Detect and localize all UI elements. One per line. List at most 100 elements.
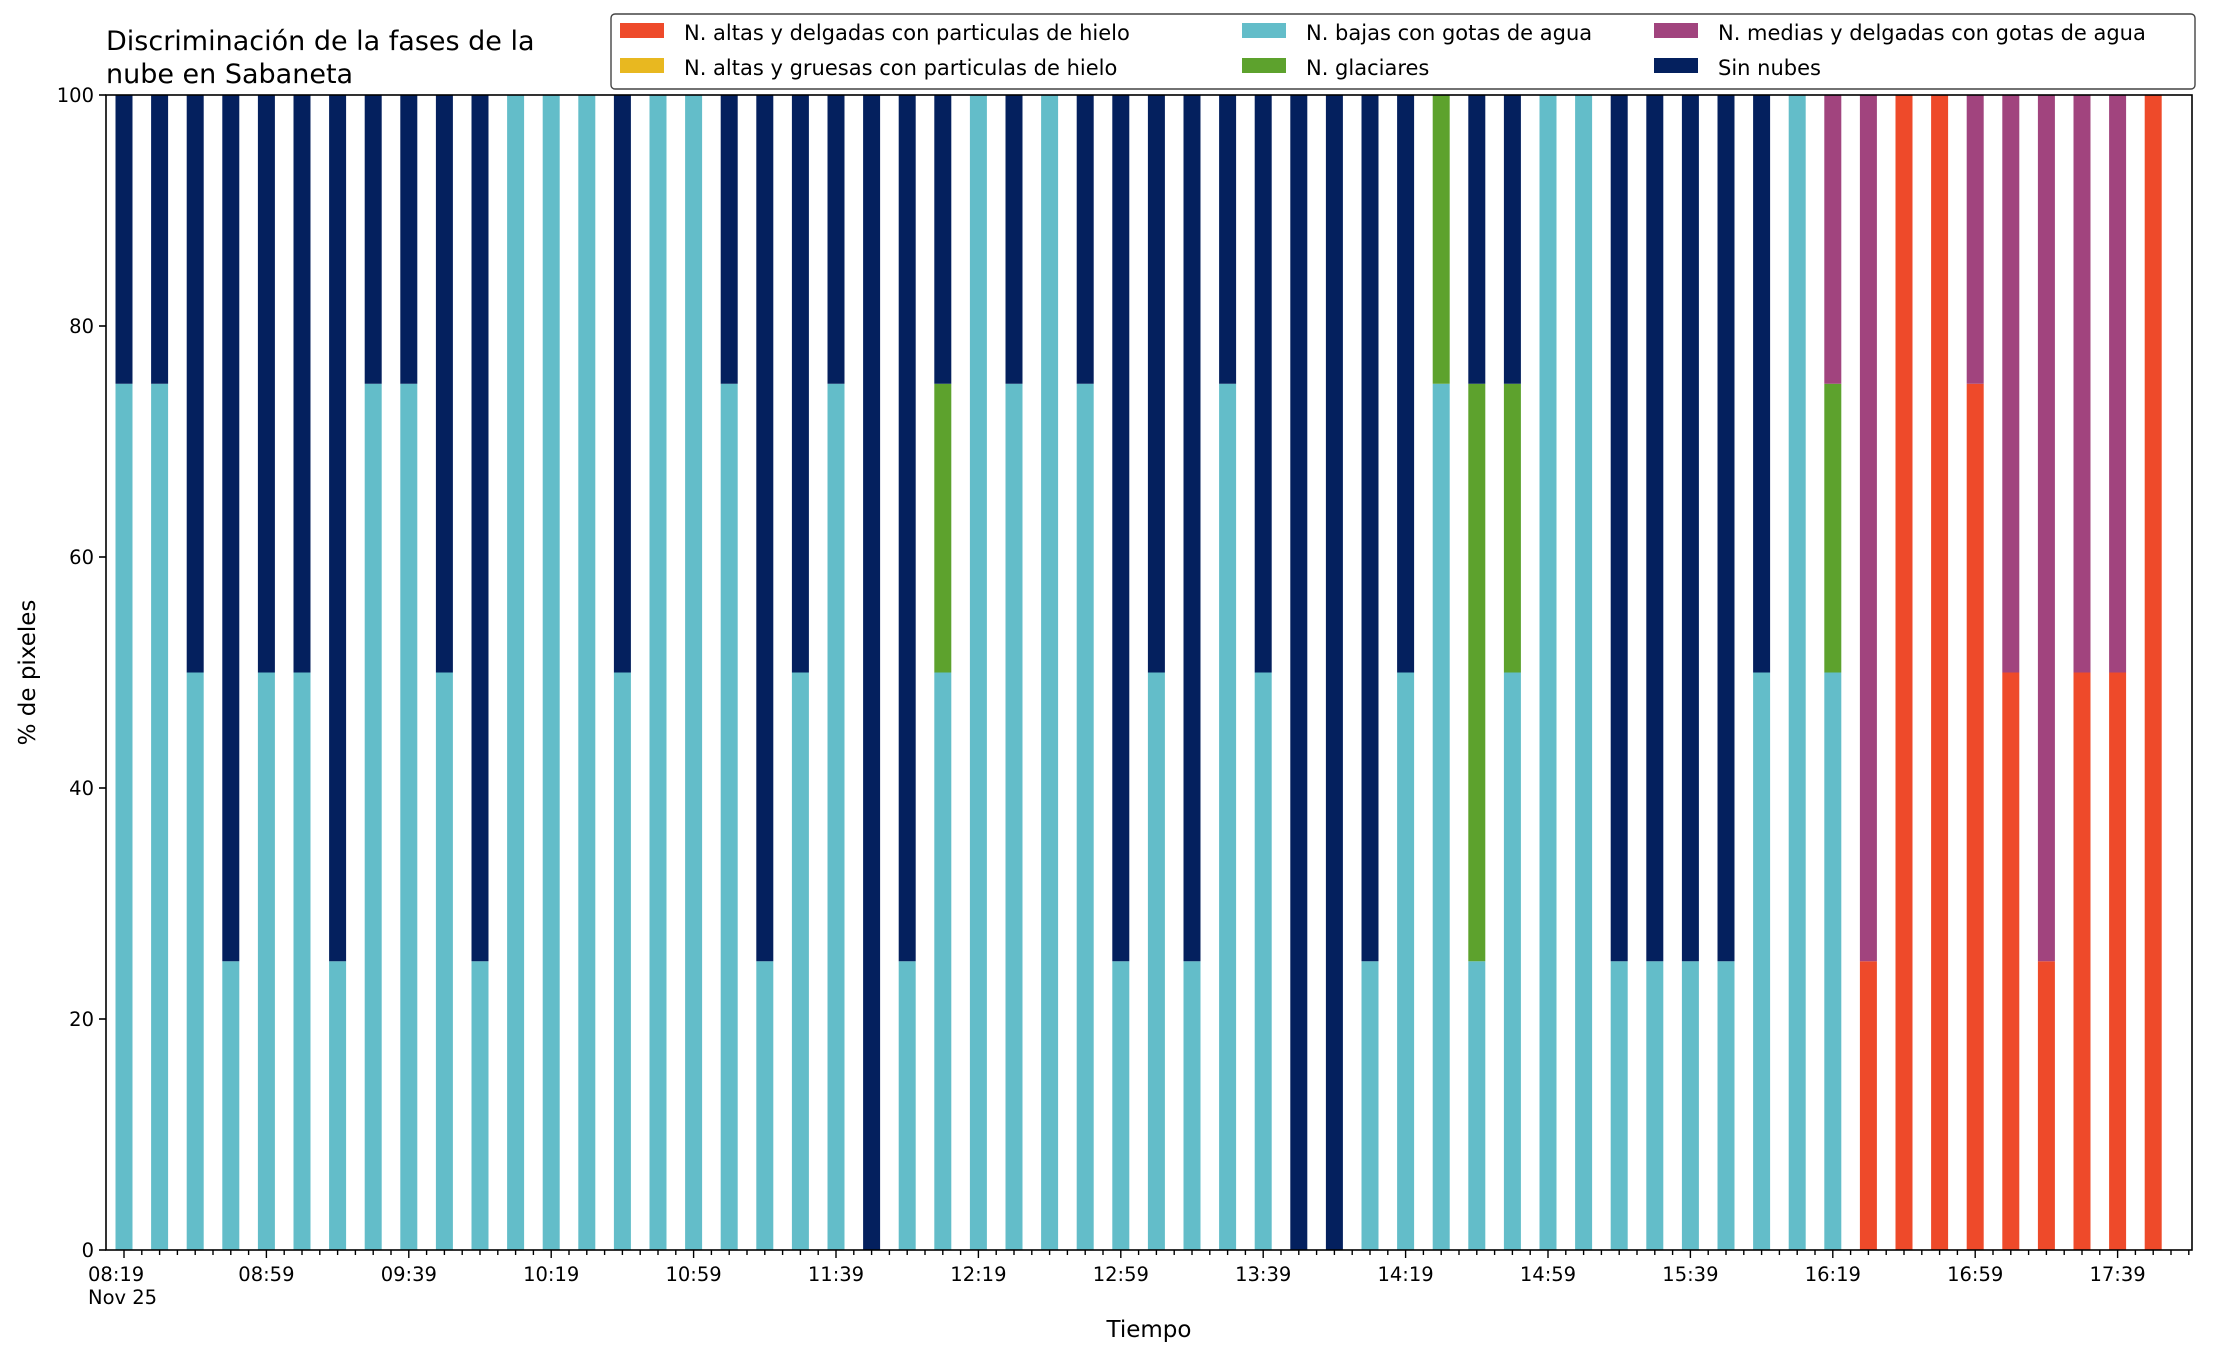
bar-segment xyxy=(1005,95,1023,384)
bar-segment xyxy=(2073,672,2091,1250)
bar-segment xyxy=(756,95,774,962)
y-tick-label: 40 xyxy=(69,777,94,800)
bar-segment xyxy=(1147,672,1165,1250)
bar-segment xyxy=(507,95,525,1250)
bar-segment xyxy=(1681,95,1699,962)
bars-layer xyxy=(115,95,2162,1250)
y-axis-label: % de pixeles xyxy=(15,600,41,746)
bar-segment xyxy=(720,383,738,1250)
bar-segment xyxy=(400,95,418,384)
bar-segment xyxy=(329,95,347,962)
y-axis: 0 20 40 60 80 100 xyxy=(57,84,106,1262)
bar-segment xyxy=(1361,95,1379,962)
bar-segment xyxy=(1219,95,1237,384)
bar-segment xyxy=(1183,95,1201,962)
x-tick-label: 14:59 xyxy=(1520,1263,1576,1286)
bar-segment xyxy=(293,672,311,1250)
bar-segment xyxy=(1503,672,1521,1250)
bar-segment xyxy=(1112,961,1130,1250)
bar-segment xyxy=(1112,95,1130,962)
bar-segment xyxy=(1859,961,1877,1250)
bar-segment xyxy=(186,95,204,673)
legend-swatch xyxy=(620,23,664,38)
x-tick-label: 12:19 xyxy=(950,1263,1006,1286)
legend-swatch xyxy=(620,58,664,73)
x-tick-label: 16:59 xyxy=(1947,1263,2003,1286)
bar-segment xyxy=(257,95,275,673)
x-tick-label: 08:19 Nov 25 xyxy=(88,1263,157,1309)
bar-segment xyxy=(1966,383,1984,1250)
x-tick-label: 13:39 xyxy=(1235,1263,1291,1286)
bar-segment xyxy=(1717,961,1735,1250)
chart-title: Discriminación de la fases de la nube en … xyxy=(106,26,535,90)
bar-segment xyxy=(222,961,240,1250)
bar-segment xyxy=(1717,95,1735,962)
bar-segment xyxy=(1076,95,1094,384)
legend-label: N. medias y delgadas con gotas de agua xyxy=(1718,21,2146,45)
bar-segment xyxy=(1147,95,1165,673)
bar-segment xyxy=(1539,95,1557,1250)
bar-segment xyxy=(934,672,952,1250)
bar-segment xyxy=(2002,672,2020,1250)
bar-segment xyxy=(1468,95,1486,384)
bar-segment xyxy=(400,383,418,1250)
bar-segment xyxy=(720,95,738,384)
x-tick-label: 12:59 xyxy=(1093,1263,1149,1286)
bar-segment xyxy=(934,383,952,673)
bar-segment xyxy=(1468,961,1486,1250)
bar-segment xyxy=(1397,672,1415,1250)
bar-segment xyxy=(2109,672,2127,1250)
bar-segment xyxy=(1432,383,1450,1250)
bar-segment xyxy=(1753,672,1771,1250)
bar-segment xyxy=(364,95,382,384)
bar-segment xyxy=(471,95,489,962)
bar-segment xyxy=(2073,95,2091,673)
bar-segment xyxy=(1076,383,1094,1250)
bar-segment xyxy=(364,383,382,1250)
bar-segment xyxy=(1254,672,1272,1250)
bar-segment xyxy=(1788,95,1806,1250)
bar-segment xyxy=(1503,383,1521,673)
bar-segment xyxy=(1895,95,1913,1250)
bar-segment xyxy=(1290,95,1308,1250)
bar-segment xyxy=(827,95,845,384)
bar-segment xyxy=(329,961,347,1250)
bar-segment xyxy=(115,383,133,1250)
x-tick-label: 17:39 xyxy=(2089,1263,2145,1286)
bar-segment xyxy=(1931,95,1949,1250)
x-tick-label: 10:59 xyxy=(665,1263,721,1286)
bar-segment xyxy=(186,672,204,1250)
bar-segment xyxy=(969,95,987,1250)
x-tick-label: 11:39 xyxy=(808,1263,864,1286)
bar-segment xyxy=(1646,961,1664,1250)
legend-swatch xyxy=(1242,23,1286,38)
bar-segment xyxy=(1397,95,1415,673)
x-tick-label: 15:39 xyxy=(1662,1263,1718,1286)
bar-segment xyxy=(791,95,809,673)
bar-segment xyxy=(1468,383,1486,962)
y-tick-label: 60 xyxy=(69,546,94,569)
legend-label: N. glaciares xyxy=(1306,56,1429,80)
x-tick-label: 16:19 xyxy=(1805,1263,1861,1286)
bar-segment xyxy=(649,95,667,1250)
bar-segment xyxy=(1610,961,1628,1250)
bar-segment xyxy=(1219,383,1237,1250)
legend-box xyxy=(610,13,2196,90)
x-axis-label: Tiempo xyxy=(1106,1317,1192,1343)
x-tick-label: 14:19 xyxy=(1377,1263,1433,1286)
x-tick-label: 08:59 xyxy=(238,1263,294,1286)
bar-segment xyxy=(2002,95,2020,673)
bar-segment xyxy=(898,961,916,1250)
bar-segment xyxy=(1824,95,1842,384)
y-tick-label: 100 xyxy=(57,84,94,107)
bar-segment xyxy=(1254,95,1272,673)
bar-segment xyxy=(1753,95,1771,673)
bar-segment xyxy=(1325,95,1343,1250)
bar-segment xyxy=(613,672,631,1250)
bar-segment xyxy=(1361,961,1379,1250)
bar-segment xyxy=(898,95,916,962)
legend-label: N. altas y gruesas con particulas de hie… xyxy=(684,56,1117,80)
bar-segment xyxy=(791,672,809,1250)
bar-segment xyxy=(1824,383,1842,673)
